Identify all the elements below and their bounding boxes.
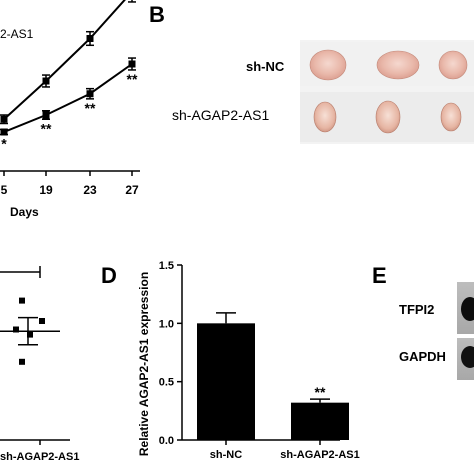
panel-letter-d: D <box>101 263 117 288</box>
panel-d-bar <box>197 323 255 440</box>
panel-a-series-2-point <box>86 90 94 98</box>
panel-d-bars-group: sh-NC sh-AGAP2-AS1 ** <box>197 312 360 461</box>
panel-d-bar <box>291 402 349 440</box>
panel-e-row-label-tfpi2: TFPI2 <box>399 302 435 317</box>
panel-b-row-label-sh-agap2-as1: sh-AGAP2-AS1 <box>172 107 270 123</box>
panel-a-tick-label-27: 27 <box>125 183 139 197</box>
tumor-sh-nc-2 <box>376 50 420 80</box>
panel-c-data-point <box>39 318 45 324</box>
panel-d-y-tick-label: 1.0 <box>159 318 174 330</box>
panel-a-significance-label: * <box>1 136 7 152</box>
panel-a-significance-label: ** <box>85 100 96 116</box>
panel-d-y-axis-label: Relative AGAP2-AS1 expression <box>137 272 151 456</box>
panel-d-bar-chart: Relative AGAP2-AS1 expression 0.0 0.5 1.0 1… <box>137 260 360 461</box>
panel-letter-b: B <box>149 2 165 27</box>
panel-a-series-2-point <box>0 128 8 136</box>
panel-d-y-tick-label: 1.5 <box>159 260 174 272</box>
panel-a-series-1-point <box>86 35 94 42</box>
panel-c-data-point <box>19 358 25 365</box>
blot-band-gapdh <box>461 346 474 368</box>
panel-b-tumor-photo <box>300 40 474 144</box>
panel-a-series-1-point <box>0 115 8 123</box>
panel-d-x-tick-label: sh-AGAP2-AS1 <box>280 449 359 461</box>
panel-c-scatter <box>0 266 70 445</box>
blot-band-tfpi2 <box>461 297 474 321</box>
panel-a-line-chart: ******* 5 19 23 27 <box>0 0 140 197</box>
panel-a-series-group: ******* <box>0 0 138 152</box>
panel-d-y-tick-label: 0.5 <box>159 377 174 389</box>
panel-b-row-label-sh-nc: sh-NC <box>246 59 285 74</box>
panel-d-significance-label: ** <box>315 384 326 400</box>
tumor-sh-agap2-as1-3 <box>440 102 462 132</box>
panel-d-yticks-group: 0.0 0.5 1.0 1.5 <box>159 260 182 447</box>
panel-a-significance-label: ** <box>127 71 138 87</box>
tumor-sh-agap2-as1-1 <box>313 101 337 133</box>
panel-c-x-tick-label: sh-AGAP2-AS1 <box>0 451 80 463</box>
panel-c-points-group <box>0 297 60 365</box>
panel-a-series-1-line <box>3 0 126 120</box>
panel-a-legend-fragment: 2-AS1 <box>0 27 34 41</box>
panel-a-significance-label: ** <box>41 120 52 136</box>
panel-a-series-2-point <box>128 60 136 68</box>
panel-a-x-axis-label: Days <box>10 205 39 219</box>
panel-c-data-point <box>13 326 19 333</box>
panel-a-series-1-point <box>42 77 50 85</box>
panel-a-series-2-line <box>3 63 133 133</box>
panel-c-data-point <box>19 297 25 304</box>
panel-e-row-label-gapdh: GAPDH <box>399 349 446 364</box>
panel-e-western-blot <box>457 282 474 380</box>
panel-a-tick-label-15: 5 <box>1 183 8 197</box>
panel-c-data-point <box>27 331 33 338</box>
panel-a-tick-label-23: 23 <box>83 183 97 197</box>
panel-letter-e: E <box>372 263 387 288</box>
tumor-sh-agap2-as1-2 <box>375 100 401 134</box>
panel-d-x-tick-label: sh-NC <box>210 449 242 461</box>
tumor-sh-nc-3 <box>438 50 468 80</box>
tumor-sh-nc-1 <box>309 49 347 81</box>
panel-a-series-2-point <box>42 111 50 119</box>
panel-d-y-tick-label: 0.0 <box>159 435 174 447</box>
panel-a-tick-label-19: 19 <box>39 183 53 197</box>
